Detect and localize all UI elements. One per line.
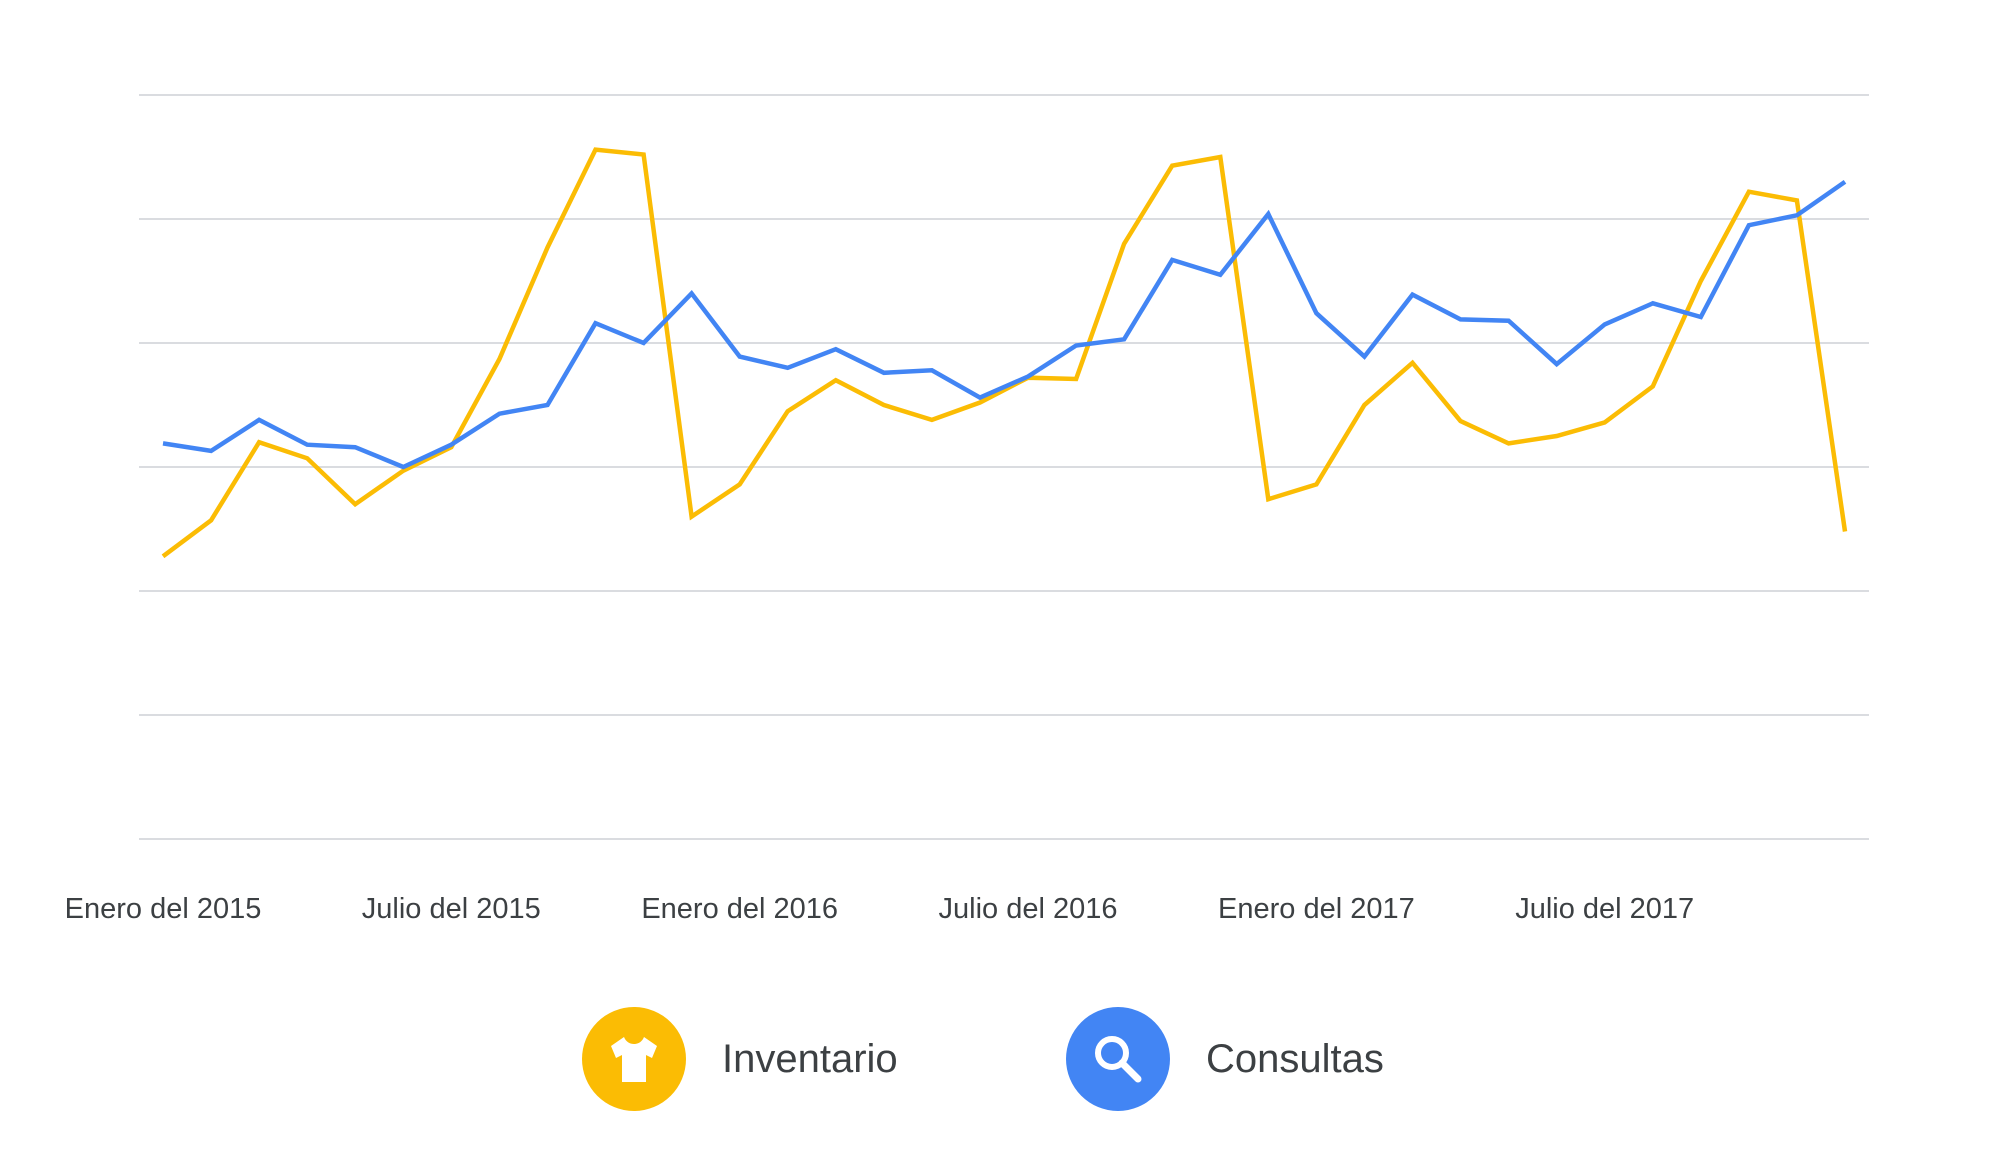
legend-label-inventory: Inventario [722, 1036, 898, 1081]
x-tick-label: Enero del 2016 [641, 893, 838, 925]
tshirt-icon [582, 1007, 686, 1111]
search-icon [1066, 1007, 1170, 1111]
x-tick-label: Enero del 2015 [65, 893, 262, 925]
x-tick-label: Enero del 2017 [1218, 893, 1415, 925]
series-lines [161, 147, 1848, 559]
legend-label-queries: Consultas [1206, 1036, 1384, 1081]
legend-item-inventory[interactable]: Inventario [582, 1004, 898, 1114]
x-tick-label: Julio del 2017 [1515, 893, 1694, 925]
legend-item-queries[interactable]: Consultas [1066, 1004, 1384, 1114]
series-line-queries [162, 179, 1847, 470]
x-tick-label: Julio del 2015 [362, 893, 541, 925]
series-line-inventory [161, 147, 1848, 559]
x-axis-tick-labels: Enero del 2015 Julio del 2015 Enero del 20… [65, 893, 1695, 925]
legend: Inventario Consultas [0, 1004, 2000, 1114]
gridlines [139, 94, 1869, 840]
x-tick-label: Julio del 2016 [939, 893, 1118, 925]
